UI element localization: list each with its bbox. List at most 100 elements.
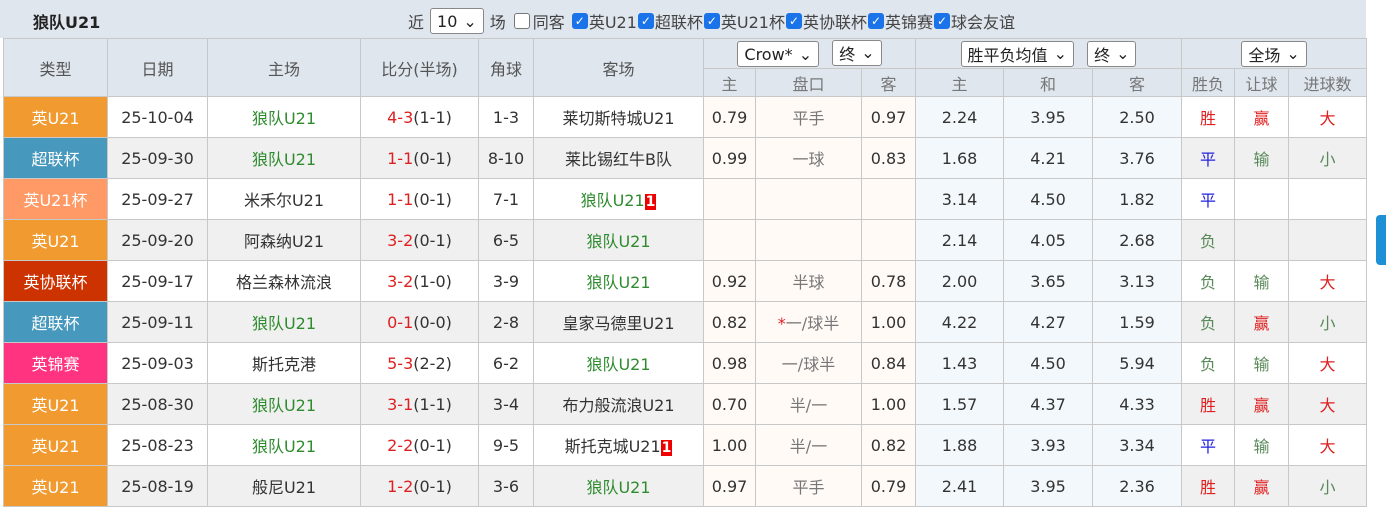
league-type-cell[interactable]: 英U21 [3,424,108,466]
score-cell[interactable]: 4-3(1-1) [360,96,479,138]
league-type-cell[interactable]: 英U21 [3,465,108,507]
league-type-cell[interactable]: 超联杯 [3,137,108,179]
league-type-cell[interactable]: 英U21 [3,96,108,138]
result-cell: 胜 [1181,383,1236,425]
home-team-cell[interactable]: 斯托克港 [207,342,361,384]
league-checkbox[interactable]: ✓ [703,13,720,29]
odds-draw: 3.65 [1003,260,1094,302]
home-team-cell[interactable]: 米禾尔U21 [207,178,361,220]
away-team-cell[interactable]: 皇家马德里U21 [533,301,704,343]
odds-away: 3.76 [1092,137,1183,179]
home-team-cell[interactable]: 般尼U21 [207,465,361,507]
home-team-cell[interactable]: 狼队U21 [207,424,361,466]
league-checkbox[interactable]: ✓ [868,13,884,29]
result-cell: 负 [1181,301,1236,343]
league-label: 英U21杯 [720,13,785,32]
league-checkbox[interactable]: ✓ [934,13,951,29]
handicap-home-odds: 0.92 [703,260,756,302]
away-team-cell[interactable]: 狼队U21 [533,342,704,384]
home-team-cell[interactable]: 格兰森林流浪 [207,260,361,302]
odds-away: 2.50 [1092,96,1183,138]
score-cell[interactable]: 3-2(1-0) [360,260,479,302]
league-type-cell[interactable]: 英协联杯 [3,260,108,302]
stage-value: 终 [1094,45,1111,65]
home-team-cell[interactable]: 狼队U21 [207,137,361,179]
full-score: 0-1 [387,312,414,332]
away-team-cell[interactable]: 狼队U21 [533,260,704,302]
odds-draw: 4.05 [1003,219,1094,261]
score-cell[interactable]: 5-3(2-2) [360,342,479,384]
table-row: 英U21 25-08-19 般尼U21 1-2(0-1) 3-6 狼队U21 0… [3,465,1368,507]
away-team-cell[interactable]: 布力般流浪U21 [533,383,704,425]
handicap-away-odds [860,178,917,220]
company-select[interactable]: Crow* ⌄ [737,41,820,68]
away-team-name: 狼队U21 [586,355,651,374]
date-cell: 25-09-03 [107,342,208,384]
odds-type-select[interactable]: 胜平负均值 ⌄ [960,40,1074,67]
odds-type-value: 胜平负均值 [967,45,1048,65]
full-score: 3-1 [387,394,414,414]
match-count-value: 10 [437,11,458,31]
away-team-cell[interactable]: 莱比锡红牛B队 [533,137,704,179]
col-away: 客场 [533,38,704,97]
full-score: 1-2 [387,476,414,496]
goals-result-cell: 大 [1288,383,1368,425]
handicap-home-odds: 0.82 [703,301,756,343]
table-row: 英锦赛 25-09-03 斯托克港 5-3(2-2) 6-2 狼队U21 0.9… [3,342,1368,384]
away-team-name: 狼队U21 [586,478,651,497]
handicap-header: Crow* ⌄ 终 ⌄ [702,38,917,69]
goals-result-cell: 大 [1288,260,1368,302]
home-team-cell[interactable]: 狼队U21 [207,96,361,138]
league-checkbox[interactable]: ✓ [571,13,588,29]
home-team-cell[interactable]: 狼队U21 [207,301,361,343]
period-select[interactable]: 全场 ⌄ [1241,40,1307,67]
filter-bar: 近 10 ⌄ 场 同客 ✓ 英U21 ✓ 超联杯 ✓ 英U21杯 ✓ 英协联杯 ✓ 英锦赛 ✓ 球会友谊 [408,8,1015,34]
score-cell[interactable]: 1-2(0-1) [360,465,479,507]
sub-header: 客 [860,68,917,97]
home-team-cell[interactable]: 阿森纳U21 [207,219,361,261]
away-team-cell[interactable]: 狼队U21 [533,465,704,507]
handicap-stage-select[interactable]: 终 ⌄ [832,39,882,66]
col-score: 比分(半场) [360,38,479,97]
match-count-select[interactable]: 10 ⌄ [430,8,484,34]
half-score: (0-1) [413,148,452,168]
score-cell[interactable]: 1-1(0-1) [360,178,479,220]
score-cell[interactable]: 3-1(1-1) [360,383,479,425]
odds-away: 3.34 [1092,424,1183,466]
goals-result-cell: 大 [1288,96,1368,138]
league-type-cell[interactable]: 英U21 [3,383,108,425]
result-cell: 平 [1181,137,1236,179]
handicap-star: * [777,314,786,333]
league-type-cell[interactable]: 英锦赛 [3,342,108,384]
odds-home: 1.68 [915,137,1005,179]
away-team-cell[interactable]: 斯托克城U211 [533,424,704,466]
odds-draw: 3.93 [1003,424,1094,466]
goals-result-cell: 大 [1288,424,1368,466]
home-team-cell[interactable]: 狼队U21 [207,383,361,425]
league-type-cell[interactable]: 超联杯 [3,301,108,343]
score-cell[interactable]: 3-2(0-1) [360,219,479,261]
col-corner: 角球 [478,38,534,97]
away-team-cell[interactable]: 狼队U21 [533,219,704,261]
league-type-cell[interactable]: 英U21杯 [3,178,108,220]
same-venue-checkbox[interactable] [513,13,530,29]
handicap-line: 平手 [755,465,862,507]
league-type-cell[interactable]: 英U21 [3,219,108,261]
league-label: 英协联杯 [802,13,867,32]
score-cell[interactable]: 0-1(0-0) [360,301,479,343]
result-cell: 负 [1181,342,1236,384]
score-cell[interactable]: 1-1(0-1) [360,137,479,179]
away-team-cell[interactable]: 狼队U211 [533,178,704,220]
full-score: 2-2 [387,435,414,455]
odds-away: 1.59 [1092,301,1183,343]
full-score: 5-3 [387,353,414,373]
league-checkbox[interactable]: ✓ [637,13,654,29]
score-cell[interactable]: 2-2(0-1) [360,424,479,466]
corner-cell: 7-1 [478,178,534,220]
away-team-cell[interactable]: 莱切斯特城U21 [533,96,704,138]
odds-stage-select[interactable]: 终 ⌄ [1087,40,1137,67]
league-checkbox[interactable]: ✓ [785,13,802,29]
handicap-home-odds: 1.00 [703,424,756,466]
scrollbar-thumb[interactable] [1376,215,1386,265]
stage-value: 终 [839,44,856,64]
